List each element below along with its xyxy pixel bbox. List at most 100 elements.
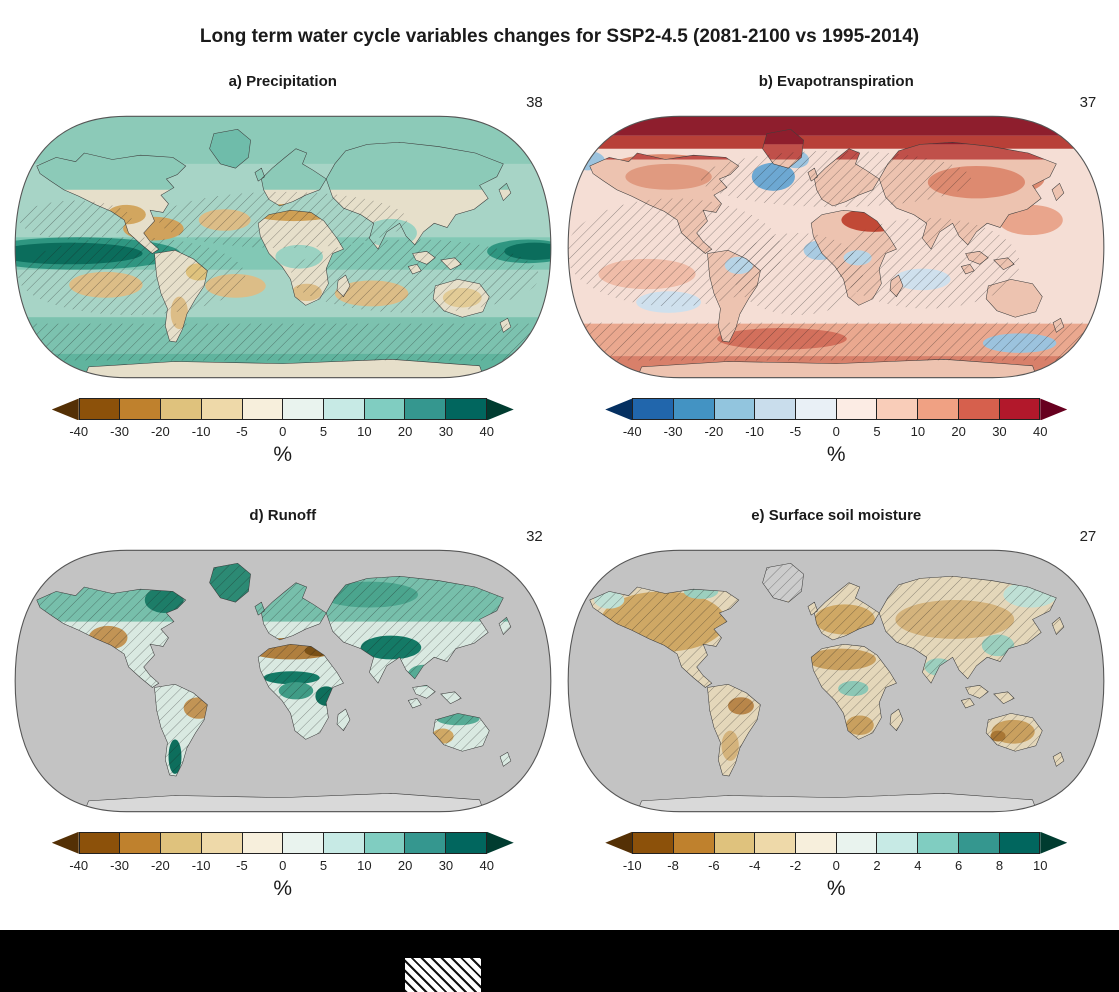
tick-label: 20	[397, 424, 413, 440]
colorbar-arrow-left	[51, 398, 79, 421]
colorbar-cell	[713, 399, 755, 420]
model-count: 32	[526, 527, 543, 545]
tick-label: -40	[69, 857, 89, 873]
tick-label: 30	[438, 857, 454, 873]
colorbar-cell	[445, 832, 486, 853]
unit-label: %	[273, 876, 293, 900]
colorbar-block: -10 -8 -6 -4 -2 0 2 4 6 8 10 %	[605, 831, 1068, 901]
colorbar-arrow-left	[605, 831, 633, 854]
colorbar-cells	[78, 831, 487, 854]
colorbar-cell	[200, 832, 242, 853]
colorbar-arrow-right	[1040, 831, 1068, 854]
panel-precipitation: a) Precipitation 38	[6, 63, 560, 496]
colorbar-cell	[633, 832, 673, 853]
colorbar-cell	[160, 399, 201, 420]
colorbar-cell	[363, 399, 405, 420]
tick-label: 4	[914, 857, 922, 873]
colorbar-cell	[754, 399, 796, 420]
tick-label: 20	[397, 857, 413, 873]
colorbar-block: -40 -30 -20 -10 -5 0 5 10 20 30 40 %	[51, 831, 514, 901]
colorbar-cell	[322, 399, 364, 420]
tick-label: -40	[69, 424, 89, 440]
unit-label: %	[826, 443, 846, 467]
colorbar-cells	[632, 398, 1041, 421]
tick-label: 0	[279, 857, 287, 873]
tick-label: 0	[832, 424, 840, 440]
colorbar-arrow-left	[605, 398, 633, 421]
colorbar-cell	[672, 399, 714, 420]
tick-label: 30	[992, 424, 1007, 440]
panels-grid: a) Precipitation 38	[0, 63, 1119, 930]
panel-title: e) Surface soil moisture	[751, 506, 922, 524]
tick-label: 40	[479, 424, 494, 440]
hatch-legend-swatch	[405, 958, 481, 992]
map-area: 32	[13, 528, 553, 816]
map-area: 38	[13, 94, 553, 382]
panel-evapotranspiration: b) Evapotranspiration 37	[560, 63, 1114, 496]
colorbar-cell	[957, 399, 999, 420]
colorbar-cell	[672, 832, 714, 853]
colorbar-cell	[876, 399, 918, 420]
panel-title: b) Evapotranspiration	[758, 73, 914, 91]
tick-label: 5	[319, 857, 328, 873]
colorbar-ticks: -10 -8 -6 -4 -2 0 2 4 6 8 10	[623, 857, 1048, 874]
colorbar-cell	[282, 832, 323, 853]
tick-label: 0	[832, 857, 840, 873]
tick-label: -30	[110, 424, 129, 440]
colorbar-cell	[998, 399, 1040, 420]
tick-label: -30	[663, 424, 683, 440]
tick-label: -8	[667, 857, 679, 873]
tick-label: -10	[622, 857, 642, 873]
tick-label: 20	[951, 424, 966, 440]
colorbar-ticks: -40 -30 -20 -10 -5 0 5 10 20 30 40	[69, 857, 494, 874]
panel-soil-moisture: e) Surface soil moisture 27	[560, 497, 1114, 930]
colorbar-cells	[632, 831, 1041, 854]
colorbar-cell	[404, 832, 446, 853]
colorbar-cell	[79, 832, 120, 853]
tick-label: -30	[110, 857, 129, 873]
tick-label: -5	[789, 424, 802, 440]
tick-label: 10	[357, 424, 372, 440]
colorbar-cell	[835, 832, 877, 853]
map-area: 27	[566, 528, 1106, 816]
tick-label: -40	[622, 424, 642, 440]
colorbar-cell	[119, 832, 161, 853]
colorbar-cell	[322, 832, 364, 853]
model-count: 37	[1079, 94, 1097, 112]
colorbar-cell	[957, 832, 999, 853]
colorbar-cell	[445, 399, 486, 420]
colorbar-cell	[241, 399, 283, 420]
colorbar-cell	[633, 399, 673, 420]
colorbar-block: -40 -30 -20 -10 -5 0 5 10 20 30 40 %	[605, 398, 1068, 467]
tick-label: -20	[150, 424, 170, 440]
tick-label: 8	[995, 857, 1004, 873]
tick-label: -10	[191, 857, 211, 873]
tick-label: 30	[438, 424, 454, 440]
tick-label: 0	[279, 424, 287, 440]
tick-label: 40	[1033, 424, 1048, 440]
colorbar-cells	[78, 398, 487, 421]
tick-label: -5	[236, 857, 248, 873]
colorbar-cell	[795, 399, 836, 420]
colorbar	[51, 398, 514, 421]
colorbar-cell	[795, 832, 836, 853]
colorbar-cell	[876, 832, 918, 853]
tick-label: -20	[704, 424, 724, 440]
tick-label: 40	[479, 857, 494, 873]
tick-label: 10	[357, 857, 372, 873]
tick-label: -10	[745, 424, 765, 440]
colorbar-cell	[119, 399, 161, 420]
bottom-bar	[0, 930, 1119, 992]
tick-label: -2	[789, 857, 802, 873]
figure-title: Long term water cycle variables changes …	[199, 25, 920, 47]
panel-title: d) Runoff	[249, 506, 317, 524]
tick-label: 10	[910, 424, 926, 440]
tick-label: 2	[873, 857, 881, 873]
colorbar-cell	[713, 832, 755, 853]
map-area: 37	[566, 94, 1106, 382]
colorbar-cell	[241, 832, 283, 853]
map-soil-moisture	[567, 549, 1105, 812]
colorbar-cell	[363, 832, 405, 853]
colorbar-cell	[917, 399, 958, 420]
colorbar-cell	[282, 399, 323, 420]
